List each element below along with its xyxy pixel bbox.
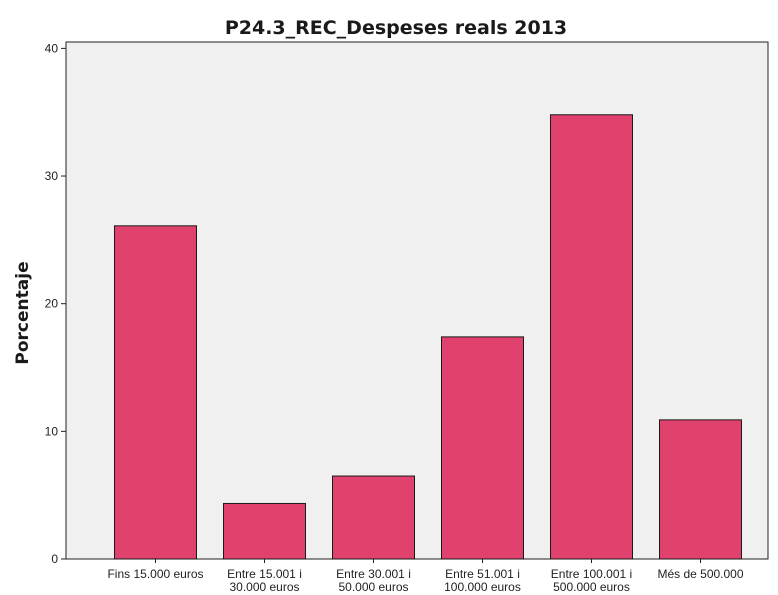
bar-4 [441, 336, 524, 560]
y-tick-label: 0 [51, 552, 58, 566]
axes-group: Fins 15.000 euros Entre 15.001 i 30.000 eu… [45, 41, 744, 594]
x-tick-label: Entre 100.001 i 500.000 euros [551, 567, 632, 594]
x-tick-label: Més de 500.000 [657, 567, 743, 581]
bar-3 [332, 475, 415, 560]
x-tick-label: Entre 30.001 i 50.000 euros [336, 567, 411, 594]
x-tick-label: Fins 15.000 euros [107, 567, 203, 581]
bar-5 [550, 114, 633, 560]
x-tick-label: Entre 51.001 i 100.000 euros [444, 567, 521, 594]
y-tick-label: 30 [45, 169, 59, 183]
y-tick-label: 40 [45, 41, 59, 55]
bars-group [114, 114, 742, 560]
y-axis-label: Porcentaje [13, 261, 33, 364]
y-tick-label: 20 [45, 297, 59, 311]
bar-1 [114, 225, 197, 560]
bar-6 [659, 419, 742, 560]
bar-2 [223, 502, 306, 560]
y-tick-label: 10 [45, 424, 59, 438]
x-tick-label: Entre 15.001 i 30.000 euros [227, 567, 302, 594]
chart-title: P24.3_REC_Despeses reals 2013 [225, 17, 567, 39]
